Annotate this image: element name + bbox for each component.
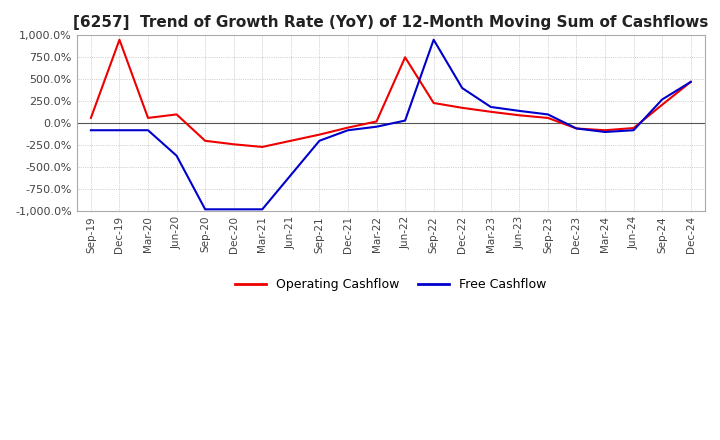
Legend: Operating Cashflow, Free Cashflow: Operating Cashflow, Free Cashflow — [230, 273, 552, 296]
Title: [6257]  Trend of Growth Rate (YoY) of 12-Month Moving Sum of Cashflows: [6257] Trend of Growth Rate (YoY) of 12-… — [73, 15, 708, 30]
